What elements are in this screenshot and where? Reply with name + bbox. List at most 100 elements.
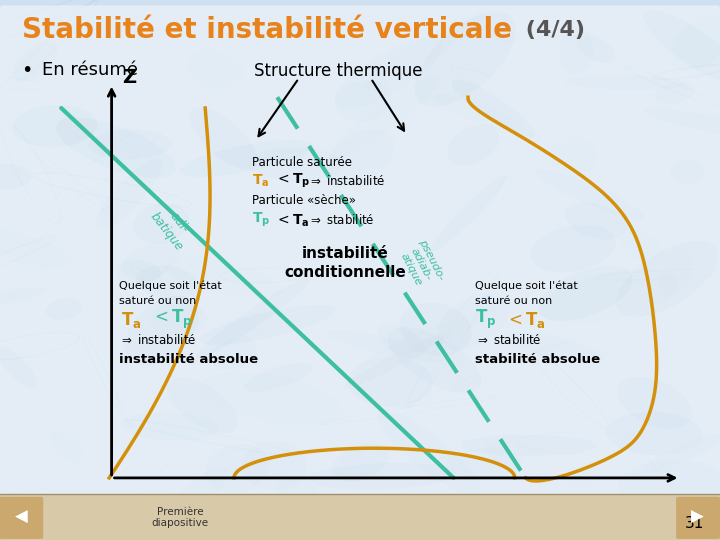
Ellipse shape <box>204 444 269 494</box>
Ellipse shape <box>167 468 228 522</box>
Text: saturé ou non: saturé ou non <box>475 296 552 306</box>
Ellipse shape <box>642 434 720 473</box>
Ellipse shape <box>120 413 219 441</box>
Ellipse shape <box>504 332 603 363</box>
Ellipse shape <box>121 259 161 281</box>
Ellipse shape <box>0 164 32 190</box>
Ellipse shape <box>549 137 598 176</box>
Ellipse shape <box>163 255 282 298</box>
Ellipse shape <box>277 476 320 516</box>
Ellipse shape <box>180 140 313 177</box>
Text: adi-
batique: adi- batique <box>148 200 198 253</box>
Ellipse shape <box>433 94 524 131</box>
Ellipse shape <box>307 463 456 490</box>
Ellipse shape <box>659 247 692 300</box>
Ellipse shape <box>136 266 199 299</box>
Ellipse shape <box>327 130 395 185</box>
Text: Structure thermique: Structure thermique <box>254 62 423 80</box>
Text: $< \mathbf{T_a}$: $< \mathbf{T_a}$ <box>505 309 546 330</box>
Ellipse shape <box>670 160 706 185</box>
Ellipse shape <box>199 305 336 345</box>
Ellipse shape <box>451 79 535 138</box>
Ellipse shape <box>201 372 344 426</box>
Text: Première
diapositive: Première diapositive <box>151 507 209 528</box>
Text: $\mathbf{T_p}$: $\mathbf{T_p}$ <box>252 211 270 230</box>
Ellipse shape <box>332 443 390 482</box>
Ellipse shape <box>617 377 692 429</box>
Text: Z: Z <box>122 68 137 87</box>
Ellipse shape <box>196 278 311 358</box>
Ellipse shape <box>461 435 598 456</box>
Ellipse shape <box>534 169 645 220</box>
Ellipse shape <box>210 338 257 370</box>
Ellipse shape <box>388 327 481 393</box>
Ellipse shape <box>378 412 480 495</box>
Ellipse shape <box>606 412 703 455</box>
Ellipse shape <box>115 241 180 286</box>
Ellipse shape <box>671 15 720 71</box>
Ellipse shape <box>248 147 344 181</box>
Ellipse shape <box>125 296 199 366</box>
Text: $\Rightarrow$ instabilité: $\Rightarrow$ instabilité <box>308 174 385 188</box>
Text: $\Rightarrow$ stabilité: $\Rightarrow$ stabilité <box>475 333 541 347</box>
Ellipse shape <box>564 202 626 240</box>
Ellipse shape <box>0 287 48 307</box>
Text: $\Rightarrow$ stabilité: $\Rightarrow$ stabilité <box>308 213 374 227</box>
Text: Particule saturée: Particule saturée <box>252 156 352 168</box>
Ellipse shape <box>654 83 694 104</box>
Text: saturé ou non: saturé ou non <box>119 296 196 306</box>
Ellipse shape <box>335 80 392 122</box>
Ellipse shape <box>377 323 426 359</box>
Ellipse shape <box>189 107 258 170</box>
Ellipse shape <box>12 105 98 147</box>
Ellipse shape <box>241 441 307 490</box>
Text: instabilité absolue: instabilité absolue <box>119 353 258 366</box>
Bar <box>0 494 720 540</box>
Ellipse shape <box>447 124 500 165</box>
Ellipse shape <box>12 40 58 82</box>
FancyBboxPatch shape <box>0 5 720 497</box>
Ellipse shape <box>540 269 679 325</box>
Ellipse shape <box>361 308 500 365</box>
Ellipse shape <box>577 35 616 63</box>
Ellipse shape <box>446 448 522 477</box>
Ellipse shape <box>0 227 73 268</box>
Ellipse shape <box>400 302 472 356</box>
Ellipse shape <box>56 118 176 178</box>
Text: ◀: ◀ <box>14 508 27 526</box>
Text: En résumé: En résumé <box>42 61 138 79</box>
Ellipse shape <box>485 444 521 474</box>
Ellipse shape <box>364 11 486 89</box>
Ellipse shape <box>0 347 37 388</box>
Text: pseudo-
adiab-
atique: pseudo- adiab- atique <box>396 237 446 292</box>
Text: $\mathbf{T_a}$: $\mathbf{T_a}$ <box>252 173 269 189</box>
Ellipse shape <box>328 76 439 160</box>
Text: instabilité: instabilité <box>302 246 389 261</box>
Ellipse shape <box>334 37 442 109</box>
Text: Quelque soit l'état: Quelque soit l'état <box>475 281 578 292</box>
Ellipse shape <box>348 357 433 407</box>
Ellipse shape <box>342 335 444 389</box>
Ellipse shape <box>565 75 687 90</box>
FancyBboxPatch shape <box>0 497 43 539</box>
Ellipse shape <box>531 225 616 273</box>
Text: •: • <box>22 60 33 80</box>
Text: $\mathbf{T_p}$: $\mathbf{T_p}$ <box>475 308 497 331</box>
Ellipse shape <box>430 176 506 252</box>
Text: ▶: ▶ <box>691 508 704 526</box>
Ellipse shape <box>325 330 444 362</box>
Text: 31: 31 <box>685 516 704 531</box>
Ellipse shape <box>167 377 238 433</box>
Text: $\mathbf{T_a}$: $\mathbf{T_a}$ <box>121 309 141 330</box>
Ellipse shape <box>88 130 171 159</box>
Ellipse shape <box>244 363 312 391</box>
Text: $\Rightarrow$ instabilité: $\Rightarrow$ instabilité <box>119 333 196 347</box>
Ellipse shape <box>617 459 720 511</box>
Ellipse shape <box>186 49 243 89</box>
Ellipse shape <box>565 463 598 488</box>
Text: $<\mathbf{T_a}$: $<\mathbf{T_a}$ <box>275 212 310 228</box>
Ellipse shape <box>616 241 719 317</box>
Ellipse shape <box>537 266 633 321</box>
Ellipse shape <box>620 228 666 267</box>
Ellipse shape <box>644 108 720 140</box>
